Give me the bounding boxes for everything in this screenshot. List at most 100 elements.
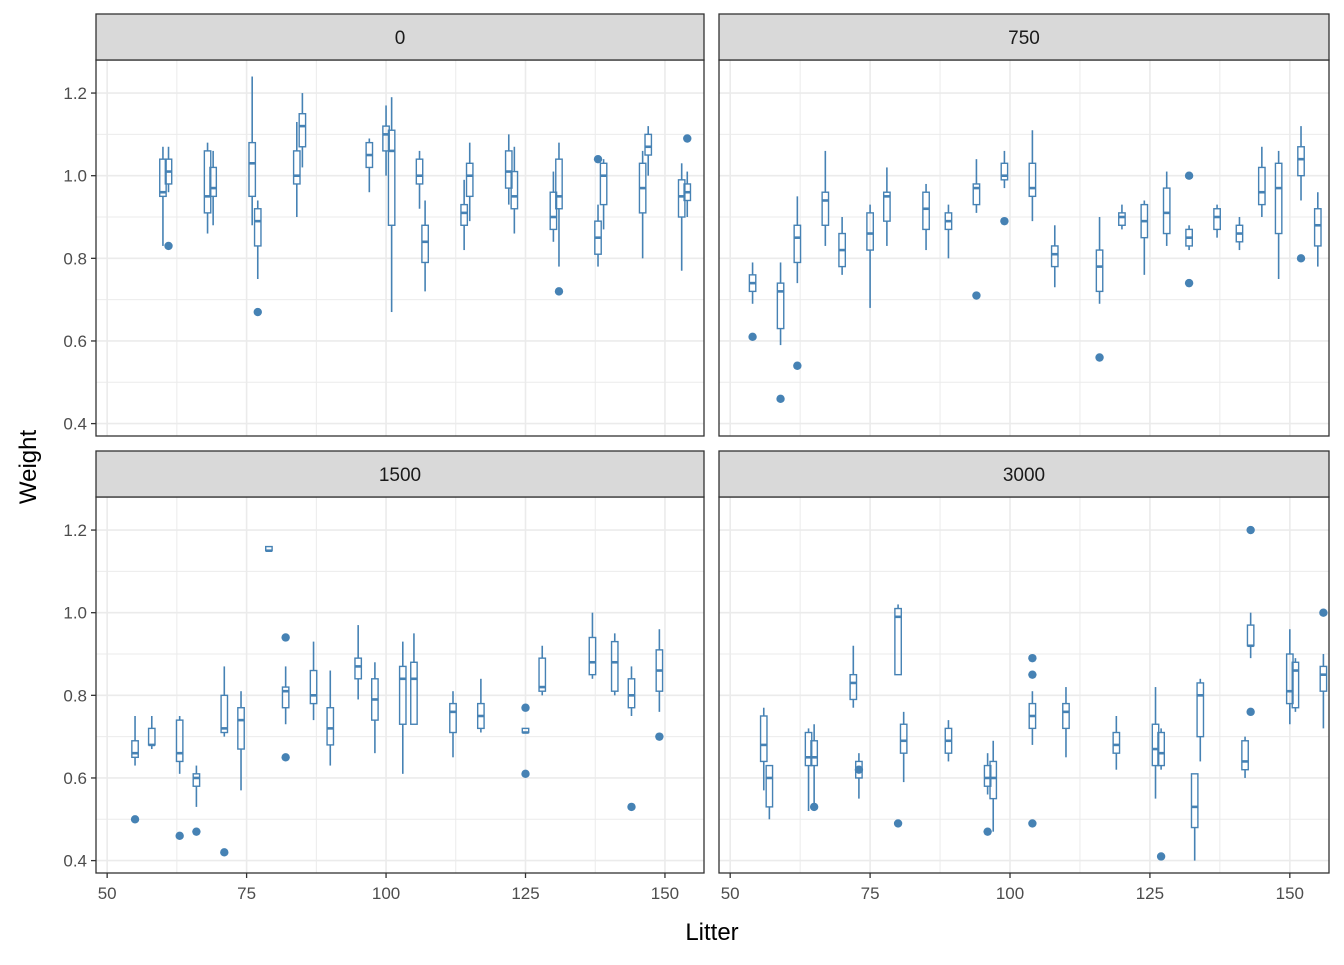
box-iqr	[237, 707, 245, 750]
y-tick-label: 1.0	[63, 167, 87, 186]
box-iqr	[410, 661, 418, 725]
x-axis-label: Litter	[685, 919, 738, 946]
box-litter-141	[610, 633, 619, 696]
outlier-point	[175, 831, 184, 841]
box-litter-67	[821, 150, 830, 246]
box-iqr	[804, 731, 813, 767]
facet-strip-label: 1500	[379, 465, 421, 486]
x-tick-label: 100	[996, 884, 1024, 903]
x-tick-label: 125	[511, 884, 539, 903]
box-litter-97	[989, 740, 998, 832]
box-litter-90	[326, 670, 335, 766]
box-litter-117	[476, 678, 485, 733]
box-litter-59	[776, 262, 785, 404]
x-tick-label: 50	[98, 884, 117, 903]
box-litter-85	[922, 183, 930, 251]
facet-panel-3000: 3000 50 75 100 125 150	[718, 450, 1330, 903]
box-iqr	[776, 282, 785, 330]
outlier-point	[1296, 254, 1306, 263]
facet-panel-750: 750	[718, 13, 1330, 437]
outlier-point	[1246, 707, 1255, 717]
box-iqr	[677, 179, 686, 218]
box-iqr	[1190, 773, 1199, 829]
box-litter-57	[765, 764, 774, 820]
box-iqr	[449, 702, 457, 734]
box-litter-141	[1235, 217, 1244, 251]
outlier-point	[854, 765, 864, 774]
box-iqr	[538, 657, 547, 692]
panel-background	[96, 60, 704, 436]
box-litter-66	[192, 765, 201, 836]
box-iqr	[220, 694, 229, 734]
box-iqr	[1313, 208, 1322, 247]
box-litter-134	[1196, 678, 1205, 762]
panel-background	[719, 60, 1329, 436]
box-iqr	[1241, 740, 1249, 771]
box-litter-105	[410, 633, 418, 725]
box-litter-99	[1000, 150, 1009, 226]
panel-background	[719, 497, 1329, 873]
box-litter-69	[209, 150, 218, 226]
box-litter-154	[683, 134, 692, 218]
outlier-point	[281, 633, 290, 642]
y-tick-label: 0.4	[63, 852, 87, 871]
box-iqr	[882, 191, 891, 222]
box-iqr	[793, 224, 802, 264]
outlier-point	[893, 819, 903, 828]
box-iqr	[1213, 208, 1221, 231]
box-litter-116	[1095, 217, 1104, 362]
box-litter-143	[1246, 525, 1255, 717]
box-litter-54	[748, 262, 757, 342]
box-iqr	[298, 113, 307, 148]
y-tick-label: 1.2	[63, 84, 87, 103]
box-litter-63	[175, 715, 184, 841]
outlier-point	[192, 827, 201, 836]
box-iqr	[599, 162, 608, 206]
facet-panel-0: 0 0.4 0.6 0.8 1.0 1.2	[63, 13, 705, 437]
box-iqr	[1118, 212, 1126, 226]
y-axis-label: Weight	[15, 430, 42, 505]
outlier-point	[1184, 278, 1194, 288]
box-iqr	[415, 158, 424, 185]
box-litter-124	[1140, 200, 1149, 275]
outlier-point	[593, 154, 603, 164]
outlier-point	[554, 287, 564, 296]
box-litter-126	[1151, 687, 1160, 799]
box-litter-84	[292, 121, 301, 218]
outlier-point	[1028, 819, 1037, 828]
box-litter-144	[627, 666, 636, 812]
box-litter-128	[538, 645, 547, 696]
box-iqr	[354, 657, 363, 680]
box-iqr	[549, 191, 558, 231]
box-litter-61	[164, 146, 173, 251]
box-litter-106	[415, 150, 424, 209]
box-iqr	[510, 170, 519, 210]
box-iqr	[866, 212, 875, 251]
outlier-point	[1156, 852, 1166, 861]
box-iqr	[309, 669, 318, 705]
outlier-point	[1028, 653, 1037, 663]
box-iqr	[1319, 665, 1328, 692]
box-iqr	[610, 640, 619, 692]
box-iqr	[983, 764, 992, 787]
box-litter-156	[1319, 608, 1328, 729]
box-litter-137	[1213, 204, 1221, 238]
outlier-point	[655, 732, 664, 741]
box-litter-107	[421, 200, 430, 292]
box-iqr	[1050, 245, 1059, 268]
outlier-point	[521, 703, 530, 712]
box-litter-137	[588, 612, 597, 679]
box-litter-128	[1162, 171, 1171, 246]
box-litter-85	[298, 93, 307, 168]
box-iqr	[292, 150, 301, 185]
outlier-point	[983, 827, 992, 836]
box-litter-101	[387, 97, 396, 313]
facet-strip	[718, 13, 1330, 61]
box-litter-71	[220, 666, 229, 857]
box-iqr	[131, 740, 139, 759]
box-litter-62	[793, 196, 802, 370]
x-tick-label: 100	[372, 884, 400, 903]
facet-strip-label: 3000	[1003, 465, 1045, 486]
